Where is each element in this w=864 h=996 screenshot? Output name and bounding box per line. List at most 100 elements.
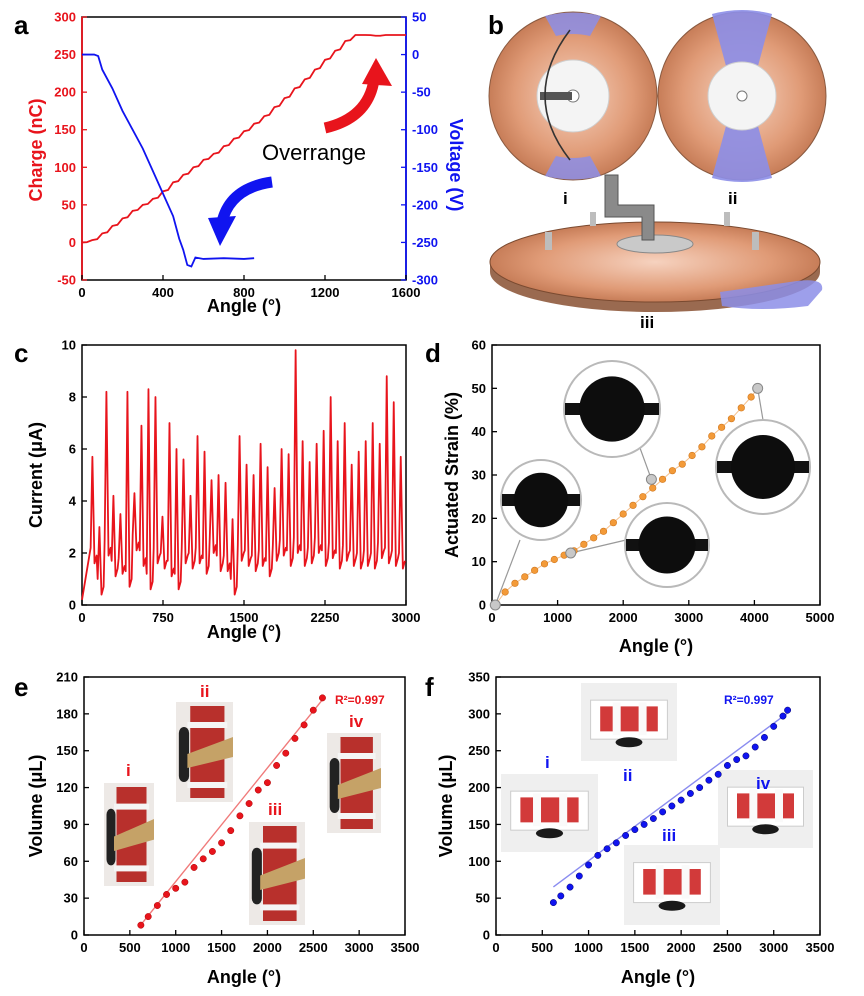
label-e-ii: ii [200, 682, 209, 701]
x-tick-label: 500 [119, 940, 141, 955]
r2-label-f: R²=0.997 [724, 693, 774, 707]
label-b-iii: iii [640, 313, 654, 332]
volume-point [282, 749, 290, 757]
volume-point [696, 784, 704, 792]
photo-clip-right [775, 789, 783, 823]
volume-point [705, 776, 713, 784]
photo-gold-strip [337, 768, 381, 799]
x-tick-label: 2000 [609, 610, 638, 625]
strain-point [599, 527, 608, 535]
highlighted-point [645, 473, 657, 485]
y-tick-label: 90 [64, 817, 78, 832]
x-ticks-c: 0 750 1500 2250 3000 [78, 600, 420, 625]
fit-line-f [552, 711, 789, 888]
x-tick-label: 3000 [674, 610, 703, 625]
y-tick-label: 0 [479, 598, 486, 613]
volume-point [137, 921, 145, 929]
volume-point [742, 752, 750, 760]
inset-connector [494, 539, 521, 606]
disc-iii-pin-4 [752, 232, 759, 250]
photo-dark-blob [615, 737, 643, 748]
strain-point [737, 404, 745, 412]
y-ticks-d: 0 10 20 30 40 50 60 [472, 338, 497, 613]
strain-point [649, 484, 657, 492]
x-tick-label: 2000 [253, 940, 282, 955]
disc-i-top-electrode [545, 12, 601, 36]
volume-point [557, 892, 565, 900]
y2-ticks-a: -300 -250 -200 -150 -100 -50 0 50 [401, 10, 438, 288]
panel-letter-a: a [14, 10, 29, 40]
y-tick-label: 0 [69, 235, 76, 250]
volume-point [227, 827, 235, 835]
x-tick-label: 1000 [574, 940, 603, 955]
photo-dark-part [106, 808, 116, 866]
y-tick-label: 100 [54, 160, 76, 175]
y2-axis-label-a: Voltage (V) [446, 119, 466, 212]
panel-letter-b: b [488, 10, 504, 40]
volume-point [733, 756, 741, 764]
x-tick-label: 0 [80, 940, 87, 955]
volume-point [319, 694, 326, 702]
x-tick-label: 2500 [713, 940, 742, 955]
photo-clip-left [612, 702, 621, 736]
volume-point [668, 802, 676, 810]
inset-membrane [513, 472, 569, 528]
volume-point [163, 891, 170, 898]
series-c [81, 349, 406, 600]
y-tick-label: 250 [468, 743, 490, 758]
y-tick-label: 50 [472, 381, 486, 396]
red-curved-arrow [323, 78, 380, 134]
y-tick-label: 210 [56, 670, 78, 685]
y-axis-label-c: Current (μA) [26, 422, 46, 528]
x-tick-label: 4000 [740, 610, 769, 625]
x-tick-label: 1200 [311, 285, 340, 300]
y-axis-label-e: Volume (μL) [26, 755, 46, 858]
y-axis-label-a: Charge (nC) [26, 98, 46, 201]
volume-point [779, 712, 787, 720]
red-arrow-head [362, 58, 392, 86]
disc-iii [489, 174, 823, 312]
strain-point [619, 510, 627, 518]
volume-point [622, 832, 630, 839]
y-tick-label: 100 [468, 854, 490, 869]
disc-ii-shaft [736, 90, 748, 102]
volume-point [640, 820, 648, 828]
current-line [81, 349, 406, 600]
x-ticks-d: 0 1000 2000 3000 4000 5000 [488, 600, 834, 625]
label-e-iii: iii [268, 800, 282, 819]
strain-point [540, 560, 549, 568]
x-tick-label: 2250 [311, 610, 340, 625]
volume-point [263, 779, 271, 787]
x-ticks-a: 0 400 800 1200 1600 [78, 275, 420, 300]
y-tick-label: 50 [476, 891, 490, 906]
photo-dark-part [178, 727, 190, 782]
volume-point [300, 721, 308, 729]
plot-frame-f [495, 676, 821, 936]
y2-tick-label: -100 [412, 122, 438, 137]
x-tick-label: 1500 [230, 610, 259, 625]
strain-point [727, 415, 736, 423]
y-tick-label: 300 [54, 10, 76, 25]
strain-point [678, 460, 686, 468]
y-tick-label: 40 [472, 424, 486, 439]
panel-d: 0 1000 2000 3000 4000 5000 0 10 20 30 40 50 60 Angl… [442, 338, 834, 657]
panel-b-device-illustration: i ii iii [488, 10, 827, 332]
disc-iii-pin-2 [724, 212, 730, 226]
y2-tick-label: 0 [412, 47, 419, 62]
y-tick-label: 350 [468, 670, 490, 685]
photo-clip-bottom [337, 813, 376, 819]
y-tick-label: 250 [54, 47, 76, 62]
photo-red-chamber [600, 706, 658, 732]
y-tick-label: 0 [69, 598, 76, 613]
photo-gold-strip [260, 858, 305, 890]
x-tick-label: 0 [78, 610, 85, 625]
volume-point [770, 722, 778, 730]
x-axis-label-d: Angle (°) [619, 636, 693, 656]
y-tick-label: 10 [472, 554, 486, 569]
strain-point [501, 588, 509, 596]
blue-arrow-head [208, 216, 236, 246]
volume-point [199, 855, 207, 863]
disc-ii-top-electrode [712, 10, 772, 66]
strain-point [531, 566, 539, 574]
r2-label-e: R²=0.997 [335, 693, 385, 707]
